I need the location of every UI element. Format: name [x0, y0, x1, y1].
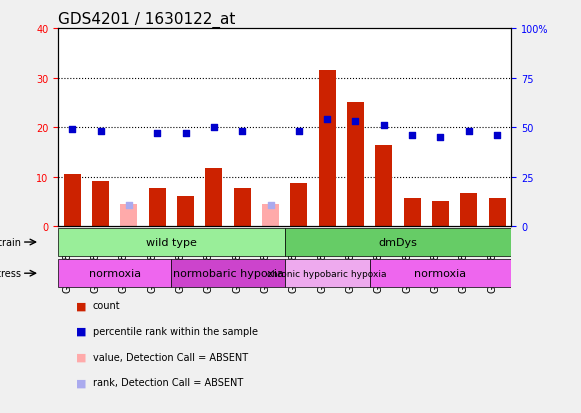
Point [67, 126, 77, 133]
Point [266, 202, 275, 209]
Point [209, 125, 218, 131]
Bar [460, 193, 477, 227]
FancyBboxPatch shape [285, 259, 370, 287]
Point [294, 128, 303, 135]
Text: strain: strain [0, 237, 22, 247]
Point [379, 123, 389, 129]
Bar [177, 196, 194, 227]
Bar [432, 201, 449, 227]
Bar [92, 181, 109, 227]
Bar [149, 188, 166, 227]
Bar [234, 188, 251, 227]
Bar [290, 183, 307, 227]
Bar [318, 71, 336, 227]
Point [322, 116, 332, 123]
Bar [375, 145, 392, 227]
Point [124, 202, 134, 209]
Point [436, 135, 445, 141]
Text: normoxia: normoxia [414, 268, 467, 278]
Text: value, Detection Call = ABSENT: value, Detection Call = ABSENT [93, 352, 248, 362]
Point [407, 133, 417, 139]
Text: count: count [93, 301, 121, 311]
Point [153, 131, 162, 137]
Point [493, 133, 502, 139]
Bar [64, 175, 81, 227]
Text: stress: stress [0, 268, 22, 278]
FancyBboxPatch shape [171, 259, 285, 287]
Text: dmDys: dmDys [379, 237, 417, 247]
Text: normoxia: normoxia [89, 268, 141, 278]
Point [181, 131, 190, 137]
Point [96, 128, 105, 135]
FancyBboxPatch shape [58, 228, 285, 256]
Point [464, 128, 474, 135]
Bar [347, 103, 364, 227]
FancyBboxPatch shape [285, 228, 511, 256]
Point [351, 119, 360, 125]
Text: wild type: wild type [146, 237, 197, 247]
Bar [489, 198, 505, 227]
Bar [120, 204, 137, 227]
Text: ■: ■ [76, 377, 86, 387]
FancyBboxPatch shape [370, 259, 511, 287]
Text: rank, Detection Call = ABSENT: rank, Detection Call = ABSENT [93, 377, 243, 387]
Bar [404, 198, 421, 227]
Text: ■: ■ [76, 301, 86, 311]
Text: percentile rank within the sample: percentile rank within the sample [93, 326, 258, 336]
Text: chronic hypobaric hypoxia: chronic hypobaric hypoxia [267, 269, 387, 278]
FancyBboxPatch shape [58, 259, 171, 287]
Text: ■: ■ [76, 352, 86, 362]
Bar [206, 169, 223, 227]
Text: GDS4201 / 1630122_at: GDS4201 / 1630122_at [58, 12, 235, 28]
Text: normobaric hypoxia: normobaric hypoxia [173, 268, 284, 278]
Point [238, 128, 247, 135]
Bar [262, 204, 279, 227]
Text: ■: ■ [76, 326, 86, 336]
